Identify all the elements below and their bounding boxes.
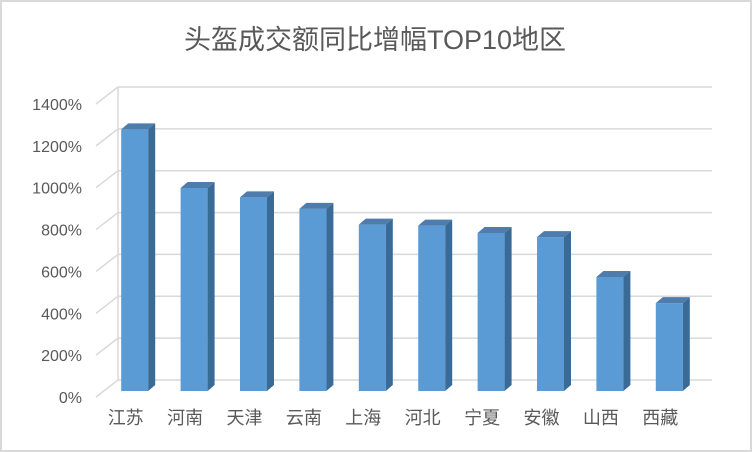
bar-top-face (655, 297, 690, 304)
x-axis-category-label: 宁夏 (464, 408, 500, 428)
x-axis-labels-group: 江苏 河南 天津 云南 上海 河北 宁夏 安徽 山西 西藏 (108, 408, 679, 428)
bar-front-face (418, 225, 446, 391)
bar-side-face (326, 202, 334, 391)
bar-top-face (418, 219, 453, 226)
bar-云南 (299, 202, 334, 391)
gridline-diagonal (95, 253, 119, 273)
gridline-diagonal (95, 128, 119, 147)
bar-side-face (148, 123, 156, 392)
y-axis-tick-label: 400% (41, 306, 82, 323)
x-axis-category-label: 河南 (167, 408, 203, 428)
y-axis-labels-group: 0% 200% 400% 600% 800% 1000% 1200% 1400% (32, 97, 82, 407)
bar-front-face (358, 224, 386, 391)
bar-side-face (504, 226, 512, 391)
bar-河南 (180, 181, 215, 391)
bar-front-face (537, 237, 564, 391)
bar-江苏 (121, 123, 156, 392)
y-axis-tick-label: 1200% (32, 139, 82, 156)
bar-top-face (121, 123, 156, 130)
bar-front-face (121, 129, 149, 391)
gridline-diagonal (95, 211, 119, 231)
gridline-diagonal (95, 86, 119, 105)
x-axis-category-label: 安徽 (524, 408, 560, 428)
bar-side-face (445, 219, 453, 391)
y-axis-tick-label: 200% (41, 348, 82, 365)
gridline-diagonal (95, 295, 119, 314)
x-axis-category-label: 上海 (345, 408, 381, 428)
bar-上海 (358, 218, 393, 391)
x-axis-category-label: 江苏 (108, 408, 144, 428)
bar-side-face (207, 181, 215, 391)
y-axis-tick-label: 0% (59, 390, 82, 407)
y-axis-tick-label: 1400% (32, 97, 82, 114)
x-axis-category-label: 河北 (405, 408, 441, 428)
chart-title: 头盔成交额同比增幅TOP10地区 (184, 25, 566, 55)
x-axis-category-label: 西藏 (642, 408, 678, 428)
bar-安徽 (537, 231, 571, 391)
bar-河北 (418, 219, 453, 391)
bar-side-face (564, 231, 571, 391)
bar-宁夏 (477, 226, 512, 391)
bar-side-face (267, 191, 274, 391)
bar-front-face (477, 232, 505, 391)
bar-side-face (682, 297, 690, 391)
bar-top-face (477, 226, 512, 233)
bar-top-face (240, 191, 274, 198)
bar-天津 (240, 191, 274, 391)
bar-front-face (655, 303, 683, 391)
x-axis-category-label: 天津 (227, 408, 263, 428)
bar-front-face (240, 197, 267, 391)
bars-group (121, 123, 690, 392)
bar-front-face (596, 276, 624, 391)
bar-front-face (180, 187, 208, 391)
bar-西藏 (655, 297, 690, 391)
bar-top-face (537, 231, 571, 238)
y-axis-tick-label: 800% (41, 223, 82, 240)
bar-side-face (623, 270, 631, 391)
gridline-diagonal (95, 379, 119, 398)
y-axis-tick-label: 600% (41, 264, 82, 281)
y-axis-tick-label: 1000% (32, 181, 82, 198)
bar-side-face (385, 218, 393, 391)
x-axis-category-label: 山西 (583, 408, 619, 428)
bar-top-face (299, 202, 334, 209)
bar-top-face (180, 181, 215, 188)
bar-山西 (596, 270, 631, 391)
bar-top-face (596, 270, 631, 277)
bar-front-face (299, 208, 327, 391)
x-axis-category-label: 云南 (286, 408, 322, 428)
gridline-diagonal (95, 337, 119, 356)
gridline-diagonal (95, 170, 119, 189)
bar-top-face (358, 218, 393, 225)
